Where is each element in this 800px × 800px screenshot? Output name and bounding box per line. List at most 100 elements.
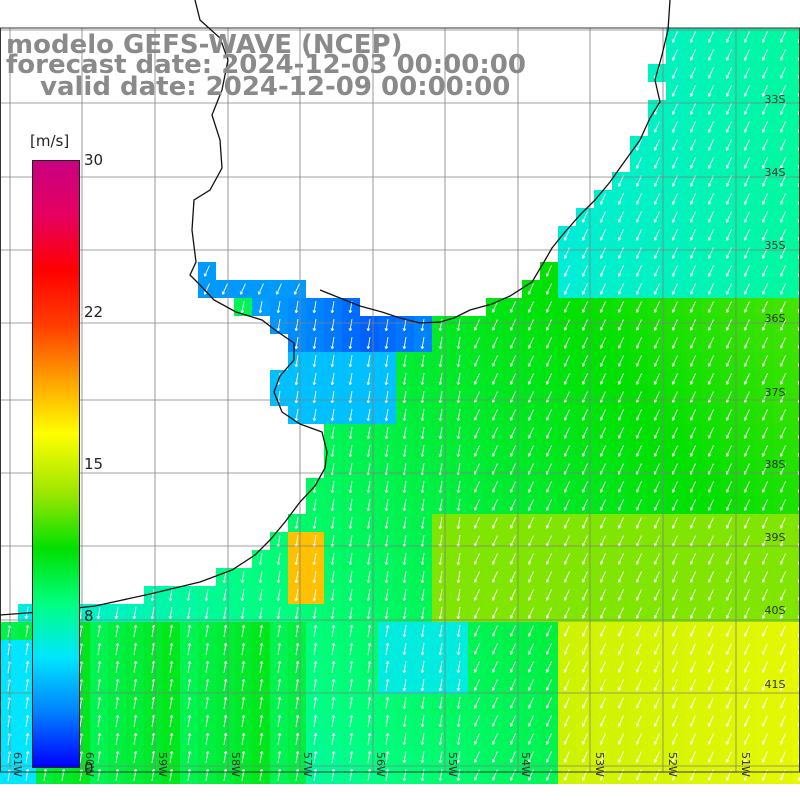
wind-arrow bbox=[635, 643, 642, 655]
wind-arrow bbox=[205, 678, 210, 691]
wind-arrow bbox=[221, 283, 228, 295]
wind-arrow bbox=[367, 642, 372, 655]
wind-arrow bbox=[635, 517, 642, 529]
wind-arrow bbox=[241, 696, 246, 709]
wind-arrow bbox=[348, 409, 353, 422]
wind-arrow bbox=[707, 571, 714, 583]
wind-arrow bbox=[186, 607, 191, 620]
wind-arrow bbox=[779, 301, 786, 313]
wind-arrow bbox=[743, 427, 750, 439]
wind-arrow bbox=[420, 751, 425, 764]
wind-speed-cell bbox=[792, 532, 800, 550]
wind-arrow bbox=[653, 193, 660, 205]
wind-arrow bbox=[779, 427, 786, 439]
wind-arrow bbox=[743, 769, 750, 781]
wind-arrow bbox=[276, 319, 281, 332]
wind-arrow bbox=[563, 643, 570, 655]
wind-arrow bbox=[689, 481, 696, 493]
wind-arrow bbox=[689, 49, 696, 61]
wind-arrow bbox=[223, 732, 228, 745]
wind-arrow bbox=[491, 409, 498, 421]
wind-arrow bbox=[725, 625, 732, 637]
wind-arrow bbox=[707, 589, 714, 601]
wind-arrow bbox=[725, 517, 732, 529]
wind-arrow bbox=[438, 607, 443, 620]
wind-arrow bbox=[725, 319, 732, 331]
wind-arrow bbox=[420, 715, 425, 728]
wind-arrow bbox=[259, 732, 264, 745]
wind-arrow bbox=[743, 139, 750, 151]
wind-arrow bbox=[707, 337, 714, 349]
wind-arrow bbox=[473, 715, 480, 727]
wind-arrow bbox=[276, 553, 281, 566]
wind-arrow bbox=[635, 499, 642, 511]
longitude-label: 54W bbox=[519, 752, 532, 777]
wind-arrow bbox=[545, 409, 552, 421]
wind-arrow bbox=[330, 355, 335, 368]
wind-arrow bbox=[689, 517, 696, 529]
wind-arrow bbox=[456, 751, 461, 764]
wind-arrow bbox=[348, 427, 353, 440]
wind-arrow bbox=[438, 373, 443, 386]
wind-speed-cell bbox=[792, 514, 800, 532]
wind-arrow bbox=[169, 750, 174, 763]
wind-arrow bbox=[223, 768, 228, 781]
wind-arrow bbox=[331, 732, 336, 745]
wind-arrow bbox=[779, 553, 786, 565]
wind-arrow bbox=[563, 229, 570, 241]
wind-arrow bbox=[599, 265, 606, 277]
wind-speed-cell bbox=[792, 586, 800, 604]
wind-arrow bbox=[635, 139, 642, 151]
wind-arrow bbox=[312, 499, 317, 512]
wind-arrow bbox=[761, 607, 768, 619]
wind-arrow bbox=[761, 355, 768, 367]
wind-arrow bbox=[545, 499, 552, 511]
wind-arrow bbox=[491, 427, 498, 439]
wind-arrow bbox=[743, 409, 750, 421]
wind-arrow bbox=[366, 589, 371, 602]
wind-arrow bbox=[276, 589, 281, 602]
wind-arrow bbox=[671, 553, 678, 565]
wind-arrow bbox=[312, 319, 317, 332]
wind-arrow bbox=[707, 157, 714, 169]
wind-arrow bbox=[635, 373, 642, 385]
wind-arrow bbox=[491, 607, 498, 619]
wind-arrow bbox=[348, 481, 353, 494]
wind-speed-cell bbox=[792, 190, 800, 208]
wind-arrow bbox=[725, 751, 732, 763]
wind-arrow bbox=[348, 355, 353, 368]
wind-arrow bbox=[438, 679, 443, 692]
wind-arrow bbox=[635, 607, 642, 619]
wind-arrow bbox=[527, 427, 534, 439]
wind-arrow bbox=[402, 607, 407, 620]
wind-arrow bbox=[205, 624, 210, 637]
wind-arrow bbox=[761, 553, 768, 565]
wind-arrow bbox=[384, 319, 389, 332]
wind-arrow bbox=[384, 571, 389, 584]
colorbar bbox=[32, 160, 80, 768]
wind-arrow bbox=[385, 642, 390, 655]
wind-arrow bbox=[599, 337, 606, 349]
wind-arrow bbox=[456, 769, 461, 782]
wind-arrow bbox=[366, 499, 371, 512]
wind-arrow bbox=[241, 660, 246, 673]
wind-arrow bbox=[581, 499, 588, 511]
wind-arrow bbox=[222, 589, 227, 602]
wind-arrow bbox=[581, 319, 588, 331]
wind-arrow bbox=[671, 247, 678, 259]
wind-arrow bbox=[473, 697, 480, 709]
wind-arrow bbox=[599, 499, 606, 511]
wind-arrow bbox=[635, 625, 642, 637]
wind-arrow bbox=[617, 769, 624, 781]
wind-arrow bbox=[295, 660, 300, 673]
wind-arrow bbox=[295, 768, 300, 781]
wind-arrow bbox=[707, 445, 714, 457]
wind-arrow bbox=[743, 643, 750, 655]
wind-arrow bbox=[545, 607, 552, 619]
wind-arrow bbox=[385, 714, 390, 727]
wind-arrow bbox=[527, 715, 534, 727]
wind-arrow bbox=[689, 553, 696, 565]
wind-arrow bbox=[187, 714, 192, 727]
wind-arrow bbox=[509, 571, 516, 583]
wind-arrow bbox=[150, 589, 155, 602]
